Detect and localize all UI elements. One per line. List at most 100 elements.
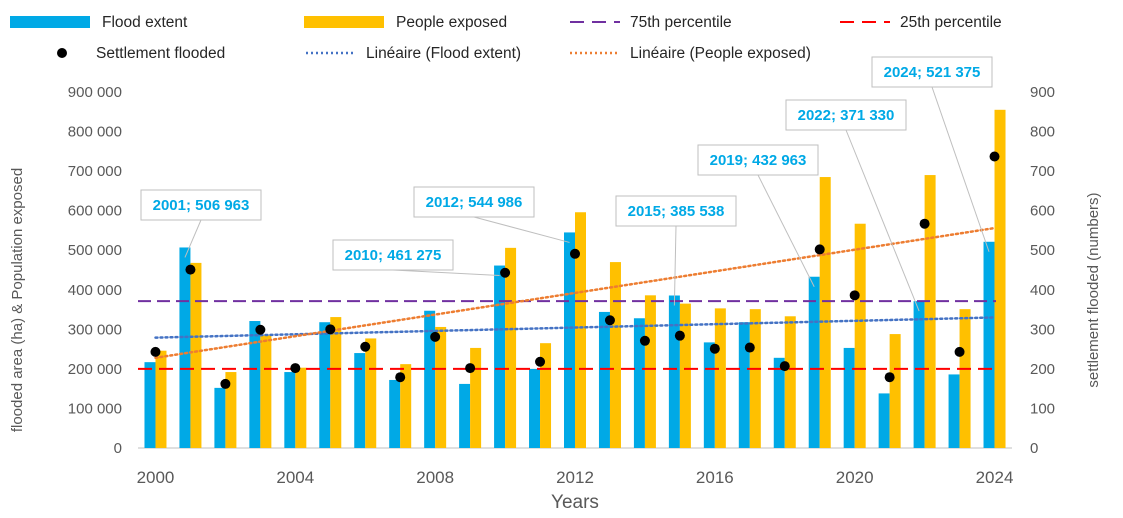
y-tick-label-right: 300 bbox=[1030, 321, 1055, 338]
bar-people-exposed bbox=[784, 316, 796, 448]
settlement-point bbox=[989, 151, 1000, 162]
legend-swatch bbox=[304, 16, 384, 28]
bar-people-exposed bbox=[714, 308, 726, 448]
bar-people-exposed bbox=[295, 367, 307, 448]
bar-flood-extent bbox=[668, 295, 680, 448]
settlement-points bbox=[150, 151, 1000, 389]
bar-people-exposed bbox=[260, 335, 272, 448]
legend-label: Settlement flooded bbox=[96, 45, 225, 62]
trend-people-exposed-line bbox=[154, 226, 996, 360]
bar-flood-extent bbox=[354, 353, 366, 448]
bar-flood-extent bbox=[144, 362, 156, 448]
annotation-leader-line bbox=[473, 216, 570, 243]
bar-people-exposed bbox=[190, 262, 202, 448]
y-tick-label-left: 200 000 bbox=[68, 361, 122, 378]
annotation-leader-line bbox=[757, 174, 815, 287]
bars bbox=[144, 109, 1006, 449]
y-tick-label-left: 700 000 bbox=[68, 163, 122, 180]
bar-flood-extent bbox=[179, 247, 191, 448]
bar-people-exposed bbox=[505, 247, 517, 448]
bar-flood-extent bbox=[633, 318, 645, 448]
y-axis-right: 0 100 200 300 400 500 600 700 800 900 bbox=[1030, 84, 1055, 457]
settlement-point bbox=[604, 315, 615, 326]
legend-swatch bbox=[57, 48, 67, 58]
bar-flood-extent bbox=[564, 232, 575, 448]
x-tick-label: 2012 bbox=[556, 468, 594, 487]
bar-flood-extent bbox=[214, 387, 226, 448]
annotation-box bbox=[785, 99, 907, 131]
bar-flood-extent bbox=[913, 301, 925, 448]
annotation-leader-line bbox=[931, 86, 990, 252]
bar-people-exposed bbox=[155, 350, 167, 448]
bar-flood-extent bbox=[843, 347, 855, 448]
bar-people-exposed bbox=[819, 177, 831, 449]
x-tick-label: 2020 bbox=[836, 468, 874, 487]
settlement-point bbox=[150, 346, 161, 357]
bar-flood-extent bbox=[948, 374, 960, 448]
y-tick-label-left: 900 000 bbox=[68, 84, 122, 101]
y-tick-label-right: 600 bbox=[1030, 203, 1055, 220]
annotation-label: 2001; 506 963 bbox=[153, 197, 250, 214]
settlement-point bbox=[779, 361, 790, 372]
bar-flood-extent bbox=[738, 322, 750, 448]
bar-people-exposed bbox=[575, 212, 586, 448]
x-tick-label: 2024 bbox=[976, 468, 1014, 487]
settlement-point bbox=[744, 342, 755, 353]
x-axis-title: Years bbox=[551, 492, 599, 513]
trend-flood-extent-line bbox=[154, 316, 996, 339]
bar-flood-extent bbox=[703, 342, 715, 448]
y-tick-label-right: 800 bbox=[1030, 124, 1055, 141]
legend: Flood extent People exposed 75th percentil… bbox=[10, 14, 1002, 62]
settlement-point bbox=[814, 244, 825, 255]
annotation-label: 2015; 385 538 bbox=[628, 203, 725, 220]
legend-label: Linéaire (People exposed) bbox=[630, 45, 811, 62]
bar-people-exposed bbox=[854, 223, 866, 448]
x-tick-label: 2004 bbox=[276, 468, 314, 487]
annotation-box bbox=[697, 144, 819, 176]
bar-flood-extent bbox=[529, 368, 541, 448]
annotation-leader-line bbox=[392, 269, 500, 277]
bar-people-exposed bbox=[330, 317, 342, 448]
bar-flood-extent bbox=[983, 241, 995, 448]
settlement-point bbox=[709, 343, 720, 354]
settlement-point bbox=[325, 324, 336, 335]
legend-label: 25th percentile bbox=[900, 14, 1002, 31]
settlement-point bbox=[674, 330, 685, 341]
annotation-label: 2012; 544 986 bbox=[426, 194, 523, 211]
bar-people-exposed bbox=[365, 338, 377, 448]
settlement-point bbox=[954, 346, 965, 357]
settlement-point bbox=[290, 363, 301, 374]
bar-flood-extent bbox=[249, 321, 261, 448]
bar-people-exposed bbox=[644, 295, 656, 448]
annotation-label: 2019; 432 963 bbox=[710, 152, 807, 169]
y-tick-label-left: 500 000 bbox=[68, 242, 122, 259]
bar-people-exposed bbox=[959, 309, 971, 448]
legend-label: Linéaire (Flood extent) bbox=[366, 45, 521, 62]
y-tick-label-right: 0 bbox=[1030, 440, 1038, 457]
y-tick-label-right: 400 bbox=[1030, 282, 1055, 299]
bar-flood-extent bbox=[878, 393, 890, 448]
annotation-leader-line bbox=[845, 129, 920, 312]
y-axis-title-left: flooded area (ha) & Population exposed bbox=[9, 168, 26, 432]
settlement-point bbox=[570, 248, 580, 259]
bar-people-exposed bbox=[609, 262, 621, 448]
annotation-box bbox=[140, 189, 262, 221]
settlement-point bbox=[500, 267, 511, 278]
settlement-point bbox=[220, 378, 231, 389]
settlement-point bbox=[535, 356, 546, 367]
settlement-point bbox=[430, 331, 441, 342]
y-tick-label-left: 600 000 bbox=[68, 203, 122, 220]
x-axis: 2000 2004 2008 2012 2016 2020 2024 bbox=[137, 468, 1014, 487]
bar-flood-extent bbox=[494, 265, 506, 448]
annotation-leader-line bbox=[673, 225, 677, 306]
bar-people-exposed bbox=[435, 326, 447, 448]
bar-people-exposed bbox=[225, 372, 237, 448]
legend-label: Flood extent bbox=[102, 14, 188, 31]
bar-flood-extent bbox=[773, 357, 785, 448]
settlement-point bbox=[360, 341, 371, 352]
y-tick-label-left: 300 000 bbox=[68, 321, 122, 338]
settlement-point bbox=[639, 335, 650, 346]
y-axis-title-right: settlement flooded (numbers) bbox=[1085, 192, 1102, 387]
bar-people-exposed bbox=[470, 347, 482, 448]
bar-flood-extent bbox=[389, 379, 401, 448]
